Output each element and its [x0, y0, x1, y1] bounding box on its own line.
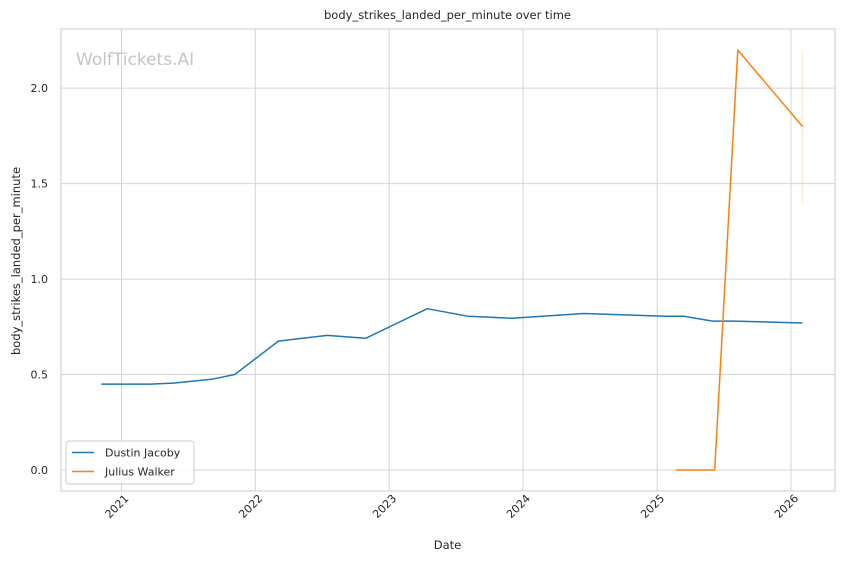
data-point [665, 316, 667, 318]
series-layer [101, 49, 804, 471]
data-point [712, 320, 714, 322]
data-point [365, 337, 367, 339]
plot-area [60, 28, 836, 492]
data-point [511, 317, 513, 319]
data-point [802, 322, 804, 324]
data-point [172, 382, 174, 384]
data-point [675, 469, 677, 471]
data-point [101, 383, 103, 385]
y-axis-label: body_strikes_landed_per_minute [9, 167, 23, 355]
series-julius-walker [675, 49, 804, 471]
data-point [734, 320, 736, 322]
data-point [426, 308, 428, 310]
y-tick-label: 2.0 [31, 82, 49, 95]
series-line [676, 49, 803, 471]
data-point [714, 469, 716, 471]
data-point [326, 335, 328, 337]
data-point [802, 126, 804, 128]
data-point [468, 316, 470, 318]
data-point [211, 379, 213, 381]
x-axis-label: Date [434, 538, 462, 552]
data-point [583, 313, 585, 315]
legend: Dustin Jacoby Julius Walker [65, 440, 195, 485]
y-tick-label: 0.0 [31, 464, 49, 477]
series-line [101, 307, 803, 385]
legend-entry: Dustin Jacoby [105, 447, 181, 460]
data-point [737, 49, 739, 51]
series-dustin-jacoby [101, 307, 804, 385]
axes-background [61, 29, 835, 491]
chart-title: body_strikes_landed_per_minute over time [324, 8, 571, 22]
legend-frame [65, 440, 195, 485]
watermark: WolfTickets.AI [76, 50, 194, 70]
data-point [683, 316, 685, 318]
data-point [234, 374, 236, 376]
y-tick-label: 0.5 [31, 369, 49, 382]
axes-frame [60, 28, 836, 492]
y-tick-label: 1.0 [31, 273, 49, 286]
data-point [278, 340, 280, 342]
data-point [149, 383, 151, 385]
legend-entry: Julius Walker [104, 466, 175, 479]
y-tick-label: 1.5 [31, 178, 49, 191]
y-axis-ticks: 0.0 0.5 1.0 1.5 2.0 [31, 82, 49, 477]
